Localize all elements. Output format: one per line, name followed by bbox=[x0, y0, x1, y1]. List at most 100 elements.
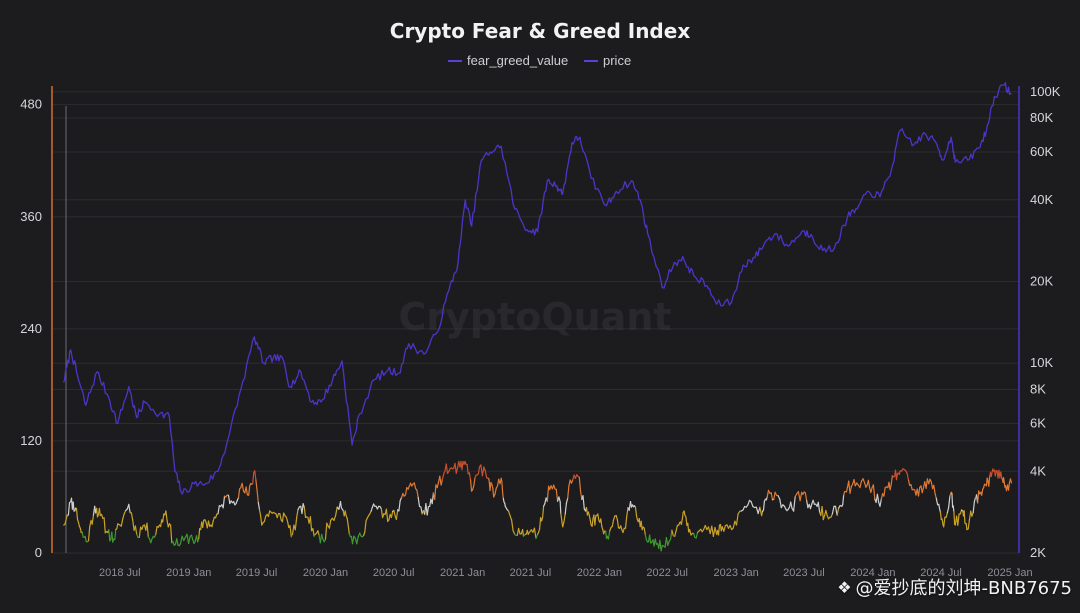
fear-greed-segment bbox=[257, 491, 258, 503]
fear-greed-segment bbox=[566, 498, 567, 503]
fear-greed-segment bbox=[958, 514, 959, 525]
fear-greed-segment bbox=[813, 500, 814, 504]
fear-greed-segment bbox=[598, 514, 599, 520]
fear-greed-segment bbox=[944, 517, 945, 527]
fear-greed-segment bbox=[694, 533, 695, 537]
fear-greed-segment bbox=[860, 481, 862, 488]
fear-greed-segment bbox=[80, 528, 81, 532]
legend-label-fear-greed-value[interactable]: fear_greed_value bbox=[467, 53, 568, 68]
x-tick-label: 2023 Jul bbox=[783, 567, 825, 579]
right-tick-label: 2K bbox=[1030, 545, 1046, 560]
fear-greed-segment bbox=[536, 534, 538, 538]
fear-greed-segment bbox=[661, 546, 662, 551]
fear-greed-segment bbox=[890, 485, 891, 490]
fear-greed-segment bbox=[519, 529, 520, 534]
fear-greed-segment bbox=[156, 527, 157, 535]
fear-greed-segment bbox=[115, 530, 116, 540]
right-tick-label: 6K bbox=[1030, 415, 1046, 430]
fear-greed-segment bbox=[394, 511, 395, 517]
fear-greed-segment bbox=[794, 497, 796, 512]
fear-greed-segment bbox=[109, 530, 110, 541]
fear-greed-segment bbox=[724, 526, 726, 532]
legend-label-price[interactable]: price bbox=[603, 53, 631, 68]
fear-greed-segment bbox=[854, 480, 855, 486]
x-tick-label: 2018 Jul bbox=[99, 567, 141, 579]
fear-greed-segment bbox=[78, 522, 79, 526]
fear-greed-segment bbox=[850, 487, 851, 494]
fear-greed-segment bbox=[675, 531, 676, 537]
fear-greed-segment bbox=[295, 517, 296, 529]
fear-greed-segment bbox=[82, 532, 83, 537]
fear-greed-segment bbox=[748, 500, 750, 505]
fear-greed-segment bbox=[381, 509, 382, 518]
fear-greed-segment bbox=[780, 499, 782, 507]
fear-greed-segment bbox=[964, 511, 965, 523]
fear-greed-segment bbox=[386, 509, 387, 521]
right-tick-label: 80K bbox=[1030, 110, 1053, 125]
fear-greed-segment bbox=[644, 528, 645, 535]
fear-greed-segment bbox=[189, 536, 191, 543]
fear-greed-segment bbox=[493, 488, 494, 497]
fear-greed-segment bbox=[884, 488, 885, 497]
fear-greed-segment bbox=[256, 480, 257, 491]
fear-greed-segment bbox=[672, 530, 673, 536]
fear-greed-segment bbox=[637, 516, 638, 520]
fear-greed-segment bbox=[982, 489, 983, 495]
fear-greed-segment bbox=[543, 506, 544, 517]
legend[interactable]: fear_greed_value price bbox=[448, 53, 631, 68]
fear-greed-segment bbox=[181, 536, 183, 544]
fear-greed-segment bbox=[313, 529, 314, 537]
fear-greed-segment bbox=[177, 539, 178, 545]
fear-greed-segment bbox=[946, 513, 947, 518]
fear-greed-segment bbox=[682, 512, 683, 519]
fear-greed-segment bbox=[212, 521, 213, 527]
fear-greed-segment bbox=[68, 503, 69, 515]
fear-greed-segment bbox=[239, 489, 240, 498]
fear-greed-segment bbox=[418, 498, 419, 507]
fear-greed-segment bbox=[805, 493, 806, 501]
fear-greed-segment bbox=[592, 519, 593, 527]
fear-greed-segment bbox=[774, 492, 775, 499]
fear-greed-segment bbox=[847, 488, 848, 492]
fear-greed-segment bbox=[547, 486, 548, 501]
fear-greed-segment bbox=[909, 480, 910, 485]
fear-greed-segment bbox=[131, 513, 132, 520]
fear-greed-segment bbox=[406, 488, 407, 495]
fear-greed-segment bbox=[322, 535, 323, 540]
fear-greed-segment bbox=[589, 515, 590, 520]
fear-greed-segment bbox=[203, 520, 204, 527]
fear-greed-segment bbox=[973, 502, 974, 513]
fear-greed-segment bbox=[645, 535, 646, 540]
fear-greed-segment bbox=[492, 484, 493, 488]
fear-greed-segment bbox=[166, 511, 167, 521]
right-tick-label: 4K bbox=[1030, 463, 1046, 478]
watermark: CryptoQuant bbox=[398, 295, 671, 339]
fear-greed-segment bbox=[467, 465, 468, 474]
x-tick-label: 2022 Jul bbox=[646, 567, 688, 579]
fear-greed-segment bbox=[897, 474, 898, 480]
fear-greed-segment bbox=[818, 502, 819, 512]
footer-watermark: ❖ @爱抄底的刘坤-BNB7675 bbox=[837, 574, 1072, 600]
fear-greed-segment bbox=[1004, 478, 1005, 483]
fear-greed-segment bbox=[121, 519, 123, 527]
fear-greed-segment bbox=[171, 525, 172, 543]
fear-greed-segment bbox=[636, 508, 637, 516]
fear-greed-segment bbox=[123, 514, 125, 519]
fear-greed-segment bbox=[837, 508, 839, 515]
price-line bbox=[64, 83, 1012, 494]
fear-greed-segment bbox=[991, 472, 992, 476]
binance-diamond-icon: ❖ bbox=[837, 578, 851, 597]
fear-greed-segment bbox=[811, 504, 812, 509]
fear-greed-segment bbox=[563, 522, 564, 527]
fear-greed-segment bbox=[690, 530, 691, 535]
fear-greed-segment bbox=[565, 503, 566, 514]
fear-greed-segment bbox=[357, 537, 358, 544]
fear-greed-segment bbox=[280, 514, 281, 520]
fear-greed-segment bbox=[826, 511, 827, 516]
fear-greed-segment bbox=[568, 486, 569, 498]
fear-greed-segment bbox=[676, 526, 677, 531]
fear-greed-segment bbox=[503, 492, 504, 498]
right-tick-label: 60K bbox=[1030, 144, 1053, 159]
